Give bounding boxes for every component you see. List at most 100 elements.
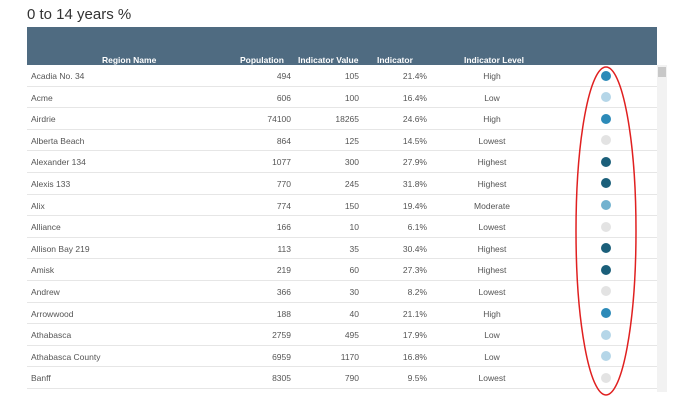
indicator-level-cell: High	[483, 114, 501, 125]
region-name-cell: Alexander 134	[31, 157, 86, 168]
indicator-value-cell: 100	[344, 92, 359, 103]
indicator-cell: 27.9%	[402, 157, 427, 168]
population-cell: 188	[276, 308, 291, 319]
level-indicator-dot	[601, 92, 611, 103]
indicator-level-cell: Low	[484, 351, 500, 362]
region-name-cell: Alix	[31, 200, 45, 211]
indicator-cell: 19.4%	[402, 200, 427, 211]
table-row[interactable]: Acme 606 100 16.4% Low	[27, 87, 657, 109]
indicator-value-cell: 10	[349, 222, 359, 233]
indicator-value-cell: 35	[349, 243, 359, 254]
population-cell: 74100	[267, 114, 291, 125]
table-row[interactable]: Alliance 166 10 6.1% Lowest	[27, 216, 657, 238]
indicator-cell: 17.9%	[402, 330, 427, 341]
level-indicator-dot	[601, 286, 611, 297]
level-indicator-dot	[601, 329, 611, 340]
level-indicator-dot	[601, 243, 611, 254]
table-row[interactable]: Athabasca 2759 495 17.9% Low	[27, 324, 657, 346]
indicator-cell: 24.6%	[402, 114, 427, 125]
table-row[interactable]: Allison Bay 219 113 35 30.4% Highest	[27, 238, 657, 260]
level-indicator-dot	[601, 200, 611, 211]
table-row[interactable]: Athabasca County 6959 1170 16.8% Low	[27, 346, 657, 368]
indicator-value-cell: 300	[344, 157, 359, 168]
indicator-value-cell: 1170	[340, 351, 359, 362]
column-header-indicator-level[interactable]: Indicator Level	[464, 55, 524, 65]
indicator-cell: 27.3%	[402, 265, 427, 276]
population-cell: 2759	[272, 330, 291, 341]
indicator-cell: 16.8%	[402, 351, 427, 362]
population-cell: 366	[276, 286, 291, 297]
region-name-cell: Acadia No. 34	[31, 71, 85, 81]
indicator-value-cell: 105	[344, 71, 359, 81]
indicator-cell: 8.2%	[407, 286, 427, 297]
indicator-level-cell: Low	[484, 92, 500, 103]
indicator-level-cell: High	[483, 308, 501, 319]
region-name-cell: Amisk	[31, 265, 55, 276]
level-indicator-dot	[601, 351, 611, 362]
table-header: Region Name Population Indicator Value I…	[27, 27, 657, 65]
population-cell: 774	[276, 200, 291, 211]
table-row[interactable]: Amisk 219 60 27.3% Highest	[27, 259, 657, 281]
level-indicator-dot	[601, 113, 611, 124]
indicator-level-cell: Highest	[477, 265, 507, 276]
table-row[interactable]: Alix 774 150 19.4% Moderate	[27, 195, 657, 217]
region-name-cell: Allison Bay 219	[31, 243, 90, 254]
indicator-cell: 21.4%	[402, 71, 427, 81]
population-cell: 219	[276, 265, 291, 276]
indicator-level-cell: High	[483, 71, 501, 81]
table-row[interactable]: Andrew 366 30 8.2% Lowest	[27, 281, 657, 303]
indicator-level-cell: Highest	[477, 243, 507, 254]
region-name-cell: Athabasca County	[31, 351, 101, 362]
table-row[interactable]: Banff 8305 790 9.5% Lowest	[27, 367, 657, 389]
indicator-level-cell: Highest	[477, 157, 507, 168]
level-indicator-dot	[601, 135, 611, 146]
population-cell: 8305	[272, 373, 291, 384]
region-name-cell: Banff	[31, 373, 51, 384]
population-cell: 606	[276, 92, 291, 103]
table-row[interactable]: Alberta Beach 864 125 14.5% Lowest	[27, 130, 657, 152]
vertical-scrollbar[interactable]	[657, 65, 667, 392]
indicator-level-cell: Lowest	[478, 373, 506, 384]
page-title: 0 to 14 years %	[27, 6, 132, 23]
indicator-level-cell: Moderate	[474, 200, 510, 211]
indicator-level-cell: Lowest	[478, 286, 506, 297]
indicator-value-cell: 30	[349, 286, 359, 297]
indicator-level-cell: Lowest	[478, 222, 506, 233]
region-name-cell: Alberta Beach	[31, 135, 85, 146]
table-row[interactable]: Airdrie 74100 18265 24.6% High	[27, 108, 657, 130]
region-name-cell: Arrowwood	[31, 308, 74, 319]
indicator-cell: 16.4%	[402, 92, 427, 103]
region-name-cell: Alexis 133	[31, 178, 71, 189]
population-cell: 770	[276, 178, 291, 189]
population-cell: 6959	[272, 351, 291, 362]
column-header-indicator-value[interactable]: Indicator Value	[298, 55, 359, 65]
indicator-cell: 14.5%	[402, 135, 427, 146]
region-name-cell: Athabasca	[31, 330, 72, 341]
indicator-value-cell: 495	[344, 330, 359, 341]
indicator-value-cell: 150	[344, 200, 359, 211]
indicator-level-cell: Low	[484, 330, 500, 341]
level-indicator-dot	[601, 308, 611, 319]
indicator-cell: 6.1%	[407, 222, 427, 233]
region-name-cell: Airdrie	[31, 114, 56, 125]
region-name-cell: Alliance	[31, 222, 61, 233]
table-row[interactable]: Alexander 134 1077 300 27.9% Highest	[27, 151, 657, 173]
indicator-level-cell: Lowest	[478, 135, 506, 146]
population-cell: 113	[277, 243, 291, 254]
table-row[interactable]: Acadia No. 34 494 105 21.4% High	[27, 65, 657, 87]
column-header-population[interactable]: Population	[240, 55, 284, 65]
level-indicator-dot	[601, 264, 611, 275]
column-header-indicator[interactable]: Indicator	[377, 55, 413, 65]
indicator-cell: 31.8%	[402, 178, 427, 189]
indicator-value-cell: 60	[349, 265, 359, 276]
column-header-region-name[interactable]: Region Name	[102, 55, 157, 65]
level-indicator-dot	[601, 156, 611, 167]
indicator-level-cell: Highest	[477, 178, 507, 189]
indicator-value-cell: 245	[344, 178, 359, 189]
level-indicator-dot	[601, 221, 611, 232]
population-cell: 1077	[272, 157, 291, 168]
scrollbar-thumb[interactable]	[658, 67, 666, 77]
table-row[interactable]: Alexis 133 770 245 31.8% Highest	[27, 173, 657, 195]
table-body: Acadia No. 34 494 105 21.4% High Acme 606 100 16…	[27, 65, 657, 389]
table-row[interactable]: Arrowwood 188 40 21.1% High	[27, 303, 657, 325]
